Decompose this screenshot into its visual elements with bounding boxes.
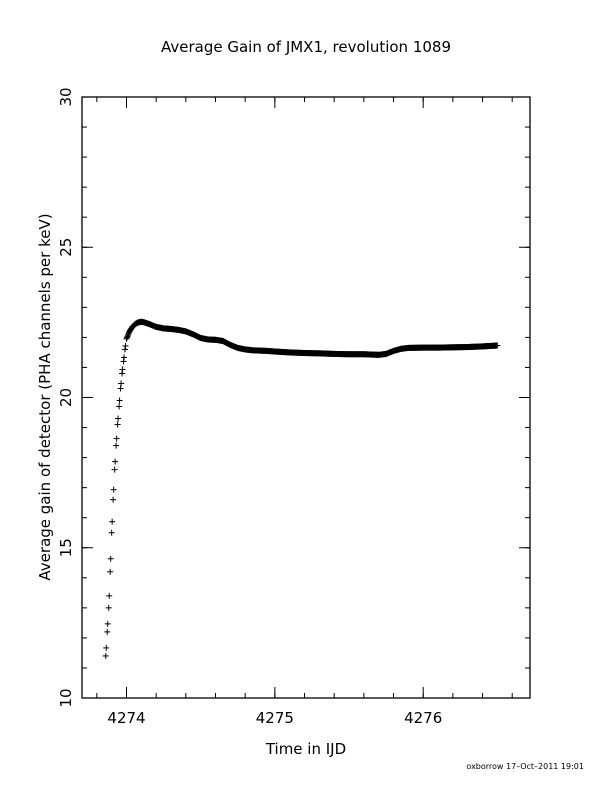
footer-stamp: oxborrow 17–Oct–2011 19:01 xyxy=(466,762,584,771)
data-point xyxy=(119,366,126,373)
data-point xyxy=(112,458,119,465)
data-point xyxy=(116,403,123,410)
data-point xyxy=(109,518,116,525)
data-point xyxy=(108,529,115,536)
y-tick-label: 10 xyxy=(57,688,75,707)
data-series xyxy=(102,318,501,659)
data-point xyxy=(113,442,120,449)
y-tick-label: 30 xyxy=(57,87,75,106)
plot-frame xyxy=(81,96,531,699)
data-point xyxy=(111,466,118,473)
data-point xyxy=(122,342,129,349)
x-axis-label: Time in IJD xyxy=(265,740,346,758)
x-tick-label: 4276 xyxy=(404,709,442,727)
data-point xyxy=(116,397,123,404)
axis-tick-labels: 4274 4275 4276 10 15 20 25 30 xyxy=(57,87,442,727)
data-point xyxy=(107,555,114,562)
data-point xyxy=(105,604,112,611)
x-tick-label: 4275 xyxy=(256,709,294,727)
axis-ticks xyxy=(82,96,530,699)
y-axis-label: Average gain of detector (PHA channels p… xyxy=(36,213,54,580)
data-point xyxy=(107,568,114,575)
data-point xyxy=(102,652,109,659)
data-point xyxy=(113,435,120,442)
data-point xyxy=(118,380,125,387)
chart-title: Average Gain of JMX1, revolution 1089 xyxy=(161,38,451,56)
y-tick-label: 15 xyxy=(57,538,75,557)
data-point xyxy=(115,415,122,422)
data-point xyxy=(117,385,124,392)
data-point xyxy=(106,592,113,599)
data-point xyxy=(494,342,501,349)
data-point xyxy=(121,354,128,361)
y-tick-label: 25 xyxy=(57,238,75,257)
y-tick-label: 20 xyxy=(57,388,75,407)
data-point xyxy=(103,644,110,651)
data-point xyxy=(110,496,117,503)
data-point xyxy=(104,620,111,627)
data-point xyxy=(114,421,121,428)
data-point xyxy=(104,628,111,635)
x-tick-label: 4274 xyxy=(107,709,145,727)
data-point xyxy=(110,486,117,493)
